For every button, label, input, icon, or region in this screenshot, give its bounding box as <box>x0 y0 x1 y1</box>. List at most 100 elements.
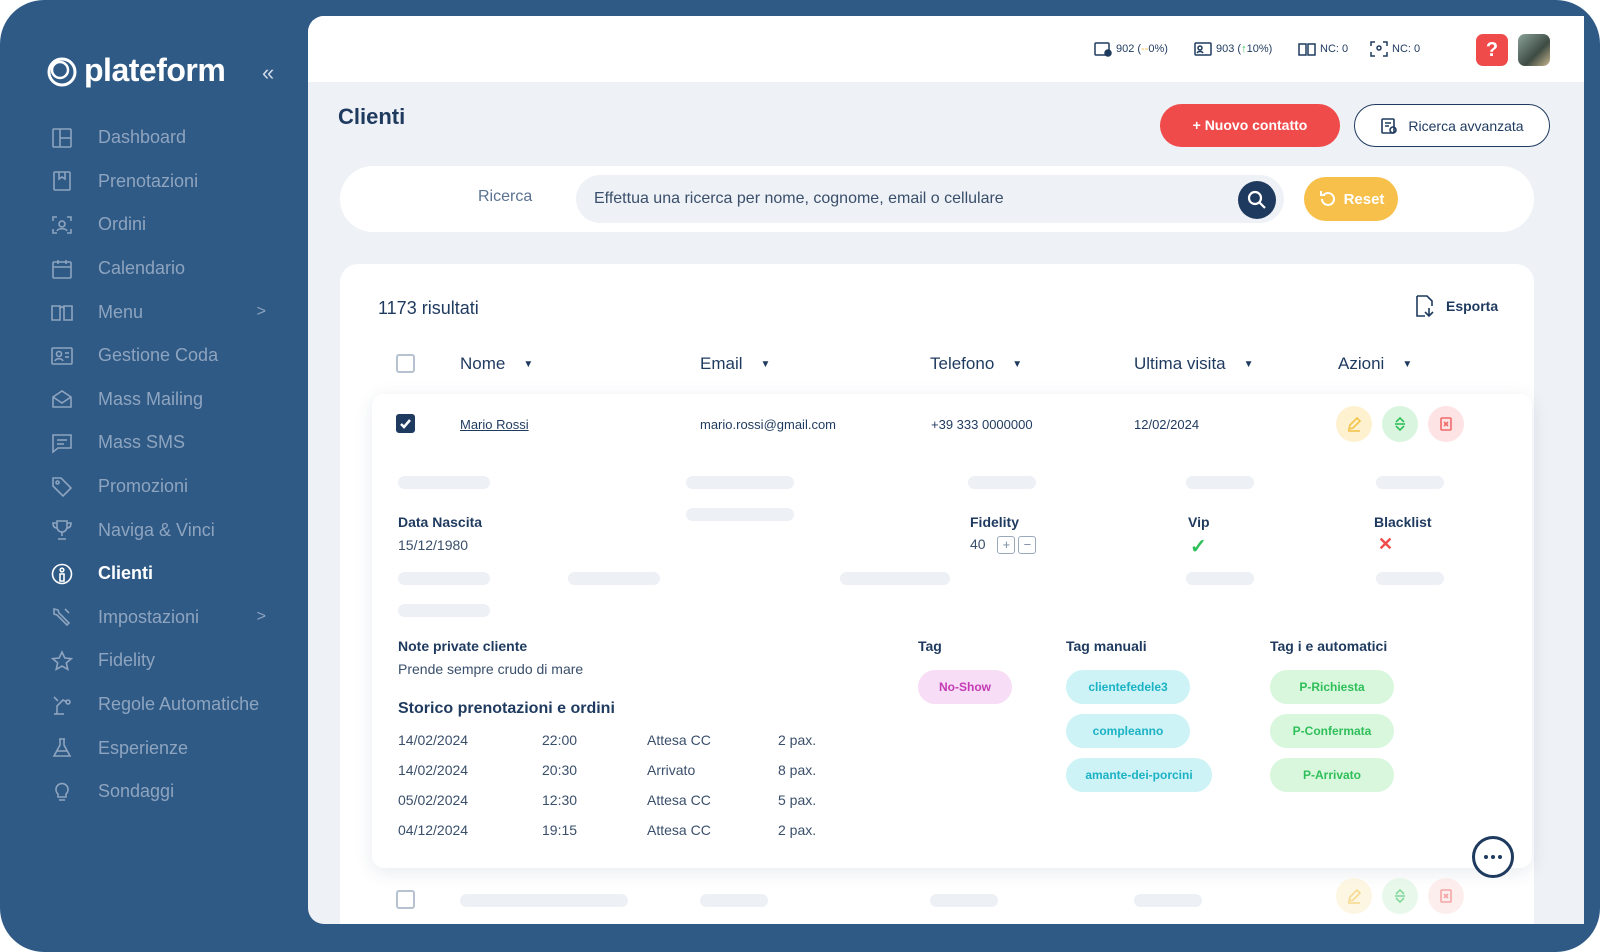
column-header-ultima-visita[interactable]: Ultima visita ▼ <box>1134 354 1254 374</box>
sidebar-item-label: Ordini <box>98 214 147 235</box>
manual-tag-chip[interactable]: amante-dei-porcini <box>1066 758 1212 792</box>
advanced-search-button[interactable]: Ricerca avvanzata <box>1354 104 1550 147</box>
expand-collapse-icon <box>1395 888 1405 904</box>
new-contact-button[interactable]: + Nuovo contatto <box>1160 104 1340 147</box>
stat-value: 902 (--0%) <box>1116 43 1168 55</box>
placeholder-bar <box>686 476 794 489</box>
column-header-nome[interactable]: Nome ▼ <box>460 354 533 374</box>
column-header-email[interactable]: Email ▼ <box>700 354 770 374</box>
reset-label: Reset <box>1343 190 1385 208</box>
stat-menu[interactable]: NC: 0 <box>1298 41 1348 57</box>
export-button[interactable]: Esporta <box>1414 294 1498 318</box>
sidebar-item-mass-sms[interactable]: Mass SMS <box>50 421 290 465</box>
table-row-expanded: Mario Rossi mario.rossi@gmail.com +39 33… <box>372 394 1532 868</box>
auto-tag-chip[interactable]: P-Richiesta <box>1270 670 1394 704</box>
stat-queue[interactable]: 903 (↑10%) <box>1194 41 1272 57</box>
sidebar-item-naviga-vinci[interactable]: Naviga & Vinci <box>50 508 290 552</box>
column-header-azioni[interactable]: Azioni ▼ <box>1338 354 1412 374</box>
history-time: 20:30 <box>542 762 578 778</box>
sidebar-item-regole-automatiche[interactable]: Regole Automatiche <box>50 683 290 727</box>
chat-button[interactable] <box>1472 836 1514 878</box>
placeholder-bar <box>398 572 490 585</box>
export-label: Esporta <box>1446 298 1499 314</box>
sort-caret-icon: ▼ <box>1243 358 1254 370</box>
sidebar-item-promozioni[interactable]: Promozioni <box>50 465 290 509</box>
sidebar-item-label: Impostazioni <box>98 606 200 627</box>
history-pax: 2 pax. <box>778 822 817 838</box>
stat-reservations[interactable]: 902 (--0%) <box>1094 41 1168 57</box>
column-header-label: Ultima visita <box>1134 354 1226 373</box>
select-all-checkbox[interactable] <box>396 354 415 373</box>
search-button[interactable] <box>1238 181 1276 219</box>
expand-collapse-button[interactable] <box>1382 406 1418 442</box>
sidebar-item-label: Sondaggi <box>98 781 175 802</box>
manual-tag-chip[interactable]: compleanno <box>1066 714 1190 748</box>
avatar[interactable] <box>1518 34 1550 66</box>
sidebar-item-menu[interactable]: Menu > <box>50 290 290 334</box>
placeholder-bar <box>700 894 768 907</box>
placeholder-bar <box>1186 572 1254 585</box>
history-row: 04/12/2024 19:15 Attesa CC 2 pax. <box>398 822 838 852</box>
stat-scan[interactable]: NC: 0 <box>1370 41 1420 57</box>
history-time: 19:15 <box>542 822 578 838</box>
history-date: 05/02/2024 <box>398 792 469 808</box>
advanced-search-label: Ricerca avvanzata <box>1408 117 1524 134</box>
edit-icon <box>1347 888 1362 904</box>
sidebar-item-fidelity[interactable]: Fidelity <box>50 639 290 683</box>
sort-caret-icon: ▼ <box>523 358 534 370</box>
row-checkbox[interactable] <box>396 414 415 433</box>
sidebar-item-gestione-coda[interactable]: Gestione Coda <box>50 334 290 378</box>
reset-button[interactable]: Reset <box>1304 177 1398 221</box>
sidebar-item-clienti[interactable]: Clienti <box>50 552 290 596</box>
sidebar-item-label: Clienti <box>98 563 154 584</box>
sidebar-item-label: Esperienze <box>98 737 189 758</box>
history-pax: 5 pax. <box>778 792 817 808</box>
history-row: 05/02/2024 12:30 Attesa CC 5 pax. <box>398 792 838 822</box>
placeholder-bar <box>1134 894 1202 907</box>
sidebar-item-esperienze[interactable]: Esperienze <box>50 726 290 770</box>
sidebar-item-mass-mailing[interactable]: Mass Mailing <box>50 378 290 422</box>
birth-date-value: 15/12/1980 <box>398 537 469 553</box>
edit-button[interactable] <box>1336 878 1372 914</box>
collapse-sidebar-icon[interactable]: « <box>262 60 275 85</box>
search-card: Ricerca Reset <box>340 166 1534 232</box>
delete-button[interactable] <box>1428 878 1464 914</box>
placeholder-bar <box>1376 572 1444 585</box>
history-pax: 8 pax. <box>778 762 817 778</box>
sidebar-item-ordini[interactable]: Ordini <box>50 203 290 247</box>
client-name-link[interactable]: Mario Rossi <box>460 417 529 432</box>
manual-tags-label: Tag manuali <box>1066 638 1147 654</box>
search-input[interactable] <box>594 175 1214 223</box>
sidebar-item-calendario[interactable]: Calendario <box>50 247 290 291</box>
scan-icon <box>50 213 74 237</box>
tag-chip[interactable]: No-Show <box>918 670 1012 704</box>
sidebar: plateform « Dashboard Prenotazioni Ordin… <box>0 0 308 952</box>
manual-tag-chip[interactable]: clientefedele3 <box>1066 670 1190 704</box>
delete-button[interactable] <box>1428 406 1464 442</box>
row-checkbox[interactable] <box>396 890 415 909</box>
results-count: 1173 risultati <box>378 298 479 318</box>
column-header-telefono[interactable]: Telefono ▼ <box>930 354 1022 374</box>
tag-label: Tag <box>918 638 942 654</box>
auto-tag-chip[interactable]: P-Confermata <box>1270 714 1394 748</box>
expand-collapse-button[interactable] <box>1382 878 1418 914</box>
sidebar-item-prenotazioni[interactable]: Prenotazioni <box>50 160 290 204</box>
sidebar-item-label: Fidelity <box>98 650 156 671</box>
fidelity-increment-button[interactable]: + <box>997 536 1016 555</box>
auto-tag-chip[interactable]: P-Arrivato <box>1270 758 1394 792</box>
history-status: Arrivato <box>647 762 696 778</box>
vip-check-icon: ✓ <box>1190 536 1207 558</box>
sidebar-item-impostazioni[interactable]: Impostazioni > <box>50 596 290 640</box>
sidebar-item-dashboard[interactable]: Dashboard <box>50 116 290 160</box>
help-button[interactable]: ? <box>1476 34 1508 66</box>
export-icon <box>1416 295 1434 318</box>
placeholder-bar <box>398 604 490 617</box>
sidebar-item-label: Gestione Coda <box>98 345 219 366</box>
chat-dot <box>1484 855 1488 859</box>
menu-stat-icon <box>1298 43 1316 56</box>
sidebar-item-sondaggi[interactable]: Sondaggi <box>50 770 290 814</box>
edit-button[interactable] <box>1336 406 1372 442</box>
private-notes-label: Note private cliente <box>398 638 528 654</box>
birth-date-label: Data Nascita <box>398 514 483 530</box>
fidelity-decrement-button[interactable]: − <box>1018 536 1037 555</box>
